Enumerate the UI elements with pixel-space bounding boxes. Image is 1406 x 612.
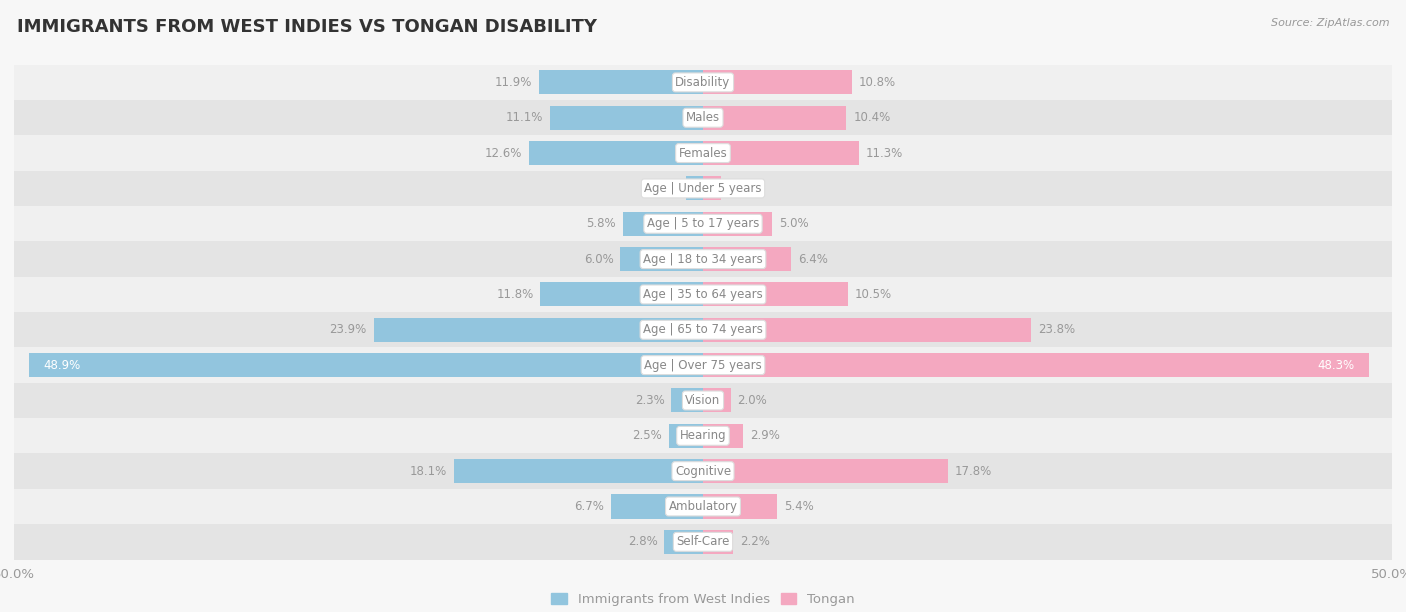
- Text: Females: Females: [679, 147, 727, 160]
- Text: Disability: Disability: [675, 76, 731, 89]
- Text: 2.3%: 2.3%: [634, 394, 665, 407]
- Text: 2.0%: 2.0%: [738, 394, 768, 407]
- Bar: [538, 70, 703, 94]
- Bar: [610, 494, 703, 518]
- Bar: [14, 206, 1392, 242]
- Bar: [374, 318, 703, 342]
- Bar: [671, 389, 703, 412]
- Text: 1.2%: 1.2%: [650, 182, 679, 195]
- Text: Self-Care: Self-Care: [676, 536, 730, 548]
- Bar: [703, 106, 846, 130]
- Bar: [530, 141, 703, 165]
- Text: Age | 18 to 34 years: Age | 18 to 34 years: [643, 253, 763, 266]
- Bar: [14, 135, 1392, 171]
- Bar: [703, 318, 1031, 342]
- Text: IMMIGRANTS FROM WEST INDIES VS TONGAN DISABILITY: IMMIGRANTS FROM WEST INDIES VS TONGAN DI…: [17, 18, 598, 36]
- Text: 10.8%: 10.8%: [859, 76, 896, 89]
- Text: 11.1%: 11.1%: [506, 111, 543, 124]
- Text: 5.4%: 5.4%: [785, 500, 814, 513]
- Bar: [14, 524, 1392, 559]
- Text: 48.9%: 48.9%: [44, 359, 80, 371]
- Text: 1.3%: 1.3%: [728, 182, 758, 195]
- Text: 2.8%: 2.8%: [628, 536, 658, 548]
- Bar: [669, 424, 703, 448]
- Bar: [14, 489, 1392, 524]
- Bar: [703, 424, 742, 448]
- Text: 11.3%: 11.3%: [866, 147, 903, 160]
- Text: 17.8%: 17.8%: [955, 465, 993, 477]
- Bar: [540, 282, 703, 307]
- Text: Source: ZipAtlas.com: Source: ZipAtlas.com: [1271, 18, 1389, 28]
- Bar: [623, 212, 703, 236]
- Bar: [686, 176, 703, 201]
- Text: Cognitive: Cognitive: [675, 465, 731, 477]
- Text: 12.6%: 12.6%: [485, 147, 523, 160]
- Text: Hearing: Hearing: [679, 429, 727, 442]
- Bar: [703, 141, 859, 165]
- Bar: [703, 530, 734, 554]
- Text: Age | 35 to 64 years: Age | 35 to 64 years: [643, 288, 763, 301]
- Text: Ambulatory: Ambulatory: [668, 500, 738, 513]
- Text: 18.1%: 18.1%: [409, 465, 447, 477]
- Bar: [703, 247, 792, 271]
- Bar: [703, 176, 721, 201]
- Bar: [14, 382, 1392, 418]
- Bar: [620, 247, 703, 271]
- Bar: [703, 353, 1368, 377]
- Text: Males: Males: [686, 111, 720, 124]
- Bar: [14, 242, 1392, 277]
- Text: 23.8%: 23.8%: [1038, 323, 1076, 336]
- Bar: [703, 212, 772, 236]
- Text: Age | Under 5 years: Age | Under 5 years: [644, 182, 762, 195]
- Bar: [14, 65, 1392, 100]
- Bar: [14, 418, 1392, 453]
- Text: 10.4%: 10.4%: [853, 111, 890, 124]
- Bar: [703, 494, 778, 518]
- Text: 6.0%: 6.0%: [583, 253, 613, 266]
- Text: 48.3%: 48.3%: [1317, 359, 1355, 371]
- Bar: [703, 70, 852, 94]
- Bar: [703, 282, 848, 307]
- Text: 2.5%: 2.5%: [631, 429, 662, 442]
- Text: 6.4%: 6.4%: [799, 253, 828, 266]
- Text: 11.9%: 11.9%: [495, 76, 531, 89]
- Text: 2.9%: 2.9%: [749, 429, 780, 442]
- Text: Age | Over 75 years: Age | Over 75 years: [644, 359, 762, 371]
- Text: 23.9%: 23.9%: [329, 323, 367, 336]
- Bar: [14, 348, 1392, 382]
- Bar: [454, 459, 703, 483]
- Bar: [550, 106, 703, 130]
- Bar: [665, 530, 703, 554]
- Text: 5.0%: 5.0%: [779, 217, 808, 230]
- Bar: [703, 389, 731, 412]
- Text: 11.8%: 11.8%: [496, 288, 533, 301]
- Text: 2.2%: 2.2%: [740, 536, 770, 548]
- Text: 6.7%: 6.7%: [574, 500, 603, 513]
- Text: Age | 65 to 74 years: Age | 65 to 74 years: [643, 323, 763, 336]
- Legend: Immigrants from West Indies, Tongan: Immigrants from West Indies, Tongan: [546, 588, 860, 611]
- Bar: [30, 353, 703, 377]
- Bar: [14, 277, 1392, 312]
- Bar: [14, 100, 1392, 135]
- Bar: [14, 453, 1392, 489]
- Text: 10.5%: 10.5%: [855, 288, 891, 301]
- Text: 5.8%: 5.8%: [586, 217, 616, 230]
- Bar: [703, 459, 948, 483]
- Bar: [14, 312, 1392, 348]
- Text: Vision: Vision: [685, 394, 721, 407]
- Text: Age | 5 to 17 years: Age | 5 to 17 years: [647, 217, 759, 230]
- Bar: [14, 171, 1392, 206]
